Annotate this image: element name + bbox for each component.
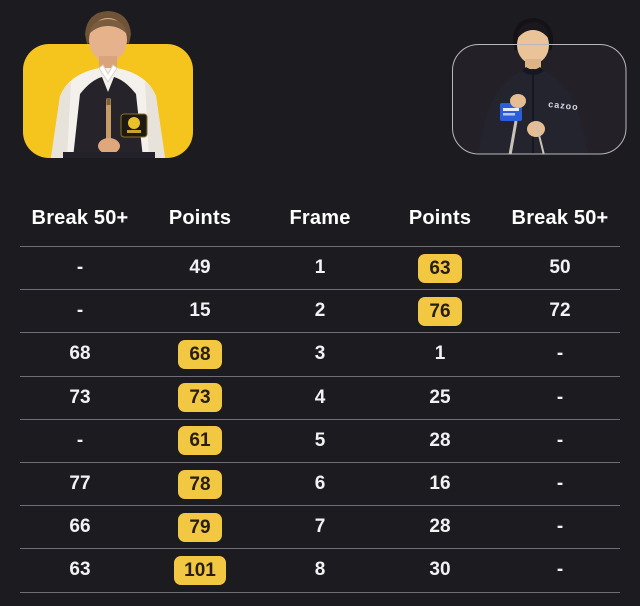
winner-points-badge: 61 bbox=[178, 426, 222, 456]
cell-left-break: 68 bbox=[69, 343, 91, 365]
header-right-points: Points bbox=[408, 206, 472, 229]
cell-left-points: 101 bbox=[140, 555, 260, 585]
shirt-logo-text: cazoo bbox=[548, 99, 579, 112]
table-row-frame-6: 77 78 6 16 - bbox=[20, 463, 620, 507]
table-row-frame-3: 68 68 3 1 - bbox=[20, 333, 620, 377]
header-left-break: Break 50+ bbox=[31, 206, 129, 229]
cell-left-break: 63 bbox=[69, 559, 91, 581]
cell-frame: 1 bbox=[314, 257, 326, 279]
table-row-frame-7: 66 79 7 28 - bbox=[20, 506, 620, 550]
player-photo-right: cazoo bbox=[478, 18, 588, 155]
cell-frame: 5 bbox=[314, 429, 326, 451]
cell-right-points: 30 bbox=[429, 559, 451, 581]
cell-left-break: 77 bbox=[69, 473, 91, 495]
cell-right-break: - bbox=[556, 516, 564, 538]
cell-right-points: 28 bbox=[429, 429, 451, 451]
player-card-left bbox=[23, 11, 193, 158]
cell-frame: 3 bbox=[314, 343, 326, 365]
cell-left-break: - bbox=[76, 429, 84, 451]
cell-right-points: 76 bbox=[380, 296, 500, 326]
table-row-frame-1: - 49 1 63 50 bbox=[20, 247, 620, 291]
cell-right-break: - bbox=[556, 473, 564, 495]
table-row-frame-4: 73 73 4 25 - bbox=[20, 377, 620, 420]
cell-right-points: 25 bbox=[429, 386, 451, 408]
winner-points-badge: 73 bbox=[178, 383, 222, 413]
cell-right-break: - bbox=[556, 429, 564, 451]
cell-right-points: 1 bbox=[434, 343, 446, 365]
winner-points-badge: 68 bbox=[178, 339, 222, 369]
player-card-right-border bbox=[452, 44, 627, 155]
table-body: - 49 1 63 50 - 15 2 76 72 68 68 3 1 - 73… bbox=[20, 246, 620, 593]
winner-points-badge: 101 bbox=[174, 555, 226, 585]
cell-left-break: - bbox=[76, 300, 84, 322]
cell-right-break: 50 bbox=[549, 257, 571, 279]
winner-points-badge: 63 bbox=[418, 253, 462, 283]
cell-left-points: 61 bbox=[140, 426, 260, 456]
cell-right-points: 63 bbox=[380, 253, 500, 283]
player-photo-left bbox=[51, 11, 165, 158]
cell-frame: 4 bbox=[314, 386, 326, 408]
cell-right-break: - bbox=[556, 343, 564, 365]
cell-frame: 6 bbox=[314, 473, 326, 495]
cell-frame: 2 bbox=[314, 300, 326, 322]
frame-scores-table: Break 50+ Points Frame Points Break 50+ … bbox=[0, 190, 640, 593]
player-card-right: cazoo bbox=[452, 18, 627, 155]
cell-right-points: 16 bbox=[429, 473, 451, 495]
table-row-frame-2: - 15 2 76 72 bbox=[20, 290, 620, 334]
header-left-points: Points bbox=[168, 206, 232, 229]
header-frame: Frame bbox=[289, 206, 351, 229]
winner-points-badge: 76 bbox=[418, 296, 462, 326]
cell-left-break: 66 bbox=[69, 516, 91, 538]
cell-left-points: 15 bbox=[189, 300, 211, 322]
header-right-break: Break 50+ bbox=[511, 206, 609, 229]
winner-points-badge: 78 bbox=[178, 469, 222, 499]
cell-left-points: 49 bbox=[189, 257, 211, 279]
cell-right-break: - bbox=[556, 386, 564, 408]
cell-left-break: 73 bbox=[69, 386, 91, 408]
cell-left-points: 79 bbox=[140, 512, 260, 542]
cell-right-points: 28 bbox=[429, 516, 451, 538]
cell-left-points: 73 bbox=[140, 383, 260, 413]
winner-points-badge: 79 bbox=[178, 512, 222, 542]
table-row-frame-8: 63 101 8 30 - bbox=[20, 549, 620, 593]
cell-left-points: 68 bbox=[140, 339, 260, 369]
cell-left-points: 78 bbox=[140, 469, 260, 499]
table-header-row: Break 50+ Points Frame Points Break 50+ bbox=[0, 190, 640, 246]
cell-frame: 8 bbox=[314, 559, 326, 581]
cell-right-break: 72 bbox=[549, 300, 571, 322]
cell-left-break: - bbox=[76, 257, 84, 279]
players-header: cazoo bbox=[0, 0, 640, 190]
cell-frame: 7 bbox=[314, 516, 326, 538]
cell-right-break: - bbox=[556, 559, 564, 581]
table-row-frame-5: - 61 5 28 - bbox=[20, 420, 620, 463]
